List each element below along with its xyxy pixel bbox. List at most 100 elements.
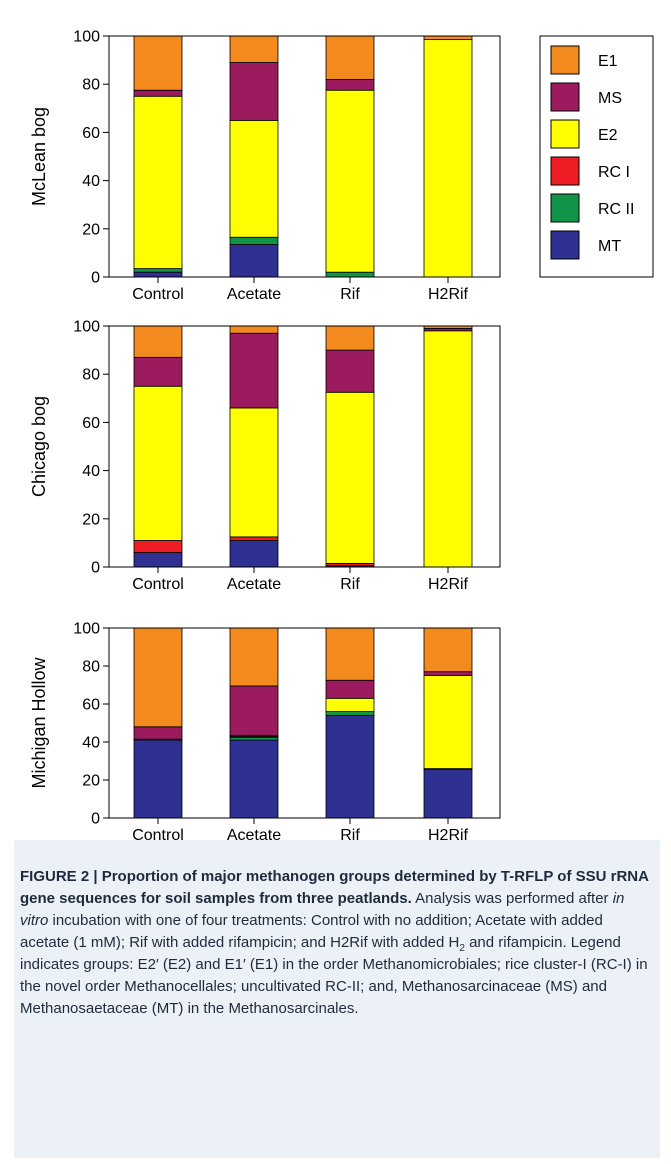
- panel3-bar-h2rif-mt: [423, 769, 473, 819]
- figure-caption: FIGURE 2 | Proportion of major methanoge…: [14, 840, 660, 1158]
- panel2-y-tick-label-0: 0: [91, 560, 100, 577]
- panel2-x-tick-label-rif: Rif: [340, 576, 360, 593]
- panel3-y-tick-label-100: 100: [73, 621, 100, 638]
- panel2-bar-rif-e1: [325, 325, 375, 351]
- panel2-bar-control-rc-i: [133, 540, 183, 553]
- panel2-bar-h2rif-e2: [423, 330, 473, 568]
- panel1-y-tick-label-60: 60: [82, 125, 100, 142]
- panel1-x-tick-label-control: Control: [132, 286, 184, 303]
- panel2-y-tick-label-100: 100: [73, 319, 100, 336]
- legend-label-rc-ii: RC II: [598, 201, 634, 218]
- legend-label-rc-i: RC I: [598, 164, 630, 181]
- legend-label-ms: MS: [598, 90, 622, 107]
- panel3-bar-rif-e1: [325, 627, 375, 681]
- legend-swatch-rc-ii: [550, 193, 580, 223]
- panel2-bar-acetate-mt: [229, 540, 279, 568]
- panel2-bar-acetate-rc-i: [229, 536, 279, 541]
- panel1-bar-h2rif-e1: [423, 35, 473, 41]
- panel1-y-tick-label-0: 0: [91, 270, 100, 287]
- panel1-bar-acetate-ms: [229, 62, 279, 121]
- legend-label-mt: MT: [598, 238, 621, 255]
- panel2-x-tick-label-control: Control: [132, 576, 184, 593]
- panel2-x-tick-label-acetate: Acetate: [227, 576, 281, 593]
- panel2-y-tick-label-80: 80: [82, 367, 100, 384]
- legend-swatch-ms: [550, 82, 580, 112]
- panel1-bar-rif-e2: [325, 89, 375, 273]
- panel3-bar-acetate-e1: [229, 627, 279, 687]
- panel1-x-tick-label-acetate: Acetate: [227, 286, 281, 303]
- panel3-bar-acetate-mt: [229, 739, 279, 819]
- panel1-bar-control-e2: [133, 95, 183, 269]
- panel2-bar-rif-e2: [325, 391, 375, 564]
- panel3-bar-rif-mt: [325, 715, 375, 819]
- panel3-x-tick-label-acetate: Acetate: [227, 827, 281, 840]
- panel2-y-axis-title: Chicago bog: [29, 396, 49, 497]
- caption-title: FIGURE 2 | Proportion of major methanoge…: [20, 868, 649, 907]
- panel1-bar-h2rif-e2: [423, 39, 473, 278]
- panel1-y-tick-label-100: 100: [73, 29, 100, 46]
- panel1-y-tick-label-40: 40: [82, 173, 100, 190]
- legend-swatch-e2: [550, 119, 580, 149]
- chart-canvas: 0 20 40 60 80 100 Control Acetate Rif H2Rif McLean…: [29, 29, 654, 840]
- caption-text-3: and rifampicin. Legend indicates groups:…: [20, 934, 648, 1017]
- panel1-y-axis-title: McLean bog: [29, 107, 49, 206]
- panel1-bar-control-ms: [133, 89, 183, 97]
- panel1-bar-rif-ms: [325, 78, 375, 91]
- panel2-plot-frame: [108, 325, 501, 568]
- panel2-y-tick-label-40: 40: [82, 463, 100, 480]
- panel1-plot-frame: [108, 35, 501, 278]
- caption-text-1: Analysis was performed after: [411, 890, 613, 907]
- panel2-bar-control-ms: [133, 356, 183, 387]
- panel3-bar-rif-ms: [325, 679, 375, 699]
- legend-label-e2: E2: [598, 127, 618, 144]
- panel1-bar-rif-e1: [325, 35, 375, 80]
- panel1-bar-acetate-rc-ii: [229, 236, 279, 245]
- caption-italic: in vitro: [20, 890, 625, 929]
- panel3-x-tick-label-h2rif: H2Rif: [428, 827, 469, 840]
- panel2-bar-rif-ms: [325, 349, 375, 393]
- panel1-bar-acetate-e1: [229, 35, 279, 63]
- caption-text-2: incubation with one of four treatments: …: [20, 912, 603, 951]
- panel2-bar-control-e2: [133, 385, 183, 541]
- legend-swatch-mt: [550, 230, 580, 260]
- panel2-bar-control-e1: [133, 325, 183, 358]
- panel1-bar-control-e1: [133, 35, 183, 91]
- panel3-y-tick-label-60: 60: [82, 697, 100, 714]
- panel1-x-tick-label-rif: Rif: [340, 286, 360, 303]
- panel1-bar-control-mt: [133, 271, 183, 278]
- caption-subscript: 2: [459, 943, 465, 954]
- panel3-x-tick-label-rif: Rif: [340, 827, 360, 840]
- panel1-bar-rif-rc-ii: [325, 271, 375, 278]
- legend-swatch-e1: [550, 45, 580, 75]
- panel3-bar-h2rif-ms: [423, 671, 473, 676]
- panel1-bar-control-rc-ii: [133, 268, 183, 273]
- panel3-y-tick-label-80: 80: [82, 659, 100, 676]
- panel3-x-tick-label-control: Control: [132, 827, 184, 840]
- panel1-bar-acetate-mt: [229, 244, 279, 278]
- panel3-bar-control-e1: [133, 627, 183, 728]
- panel3-plot-frame: [108, 627, 501, 819]
- panel3-bar-acetate-ms: [229, 685, 279, 736]
- legend-swatch-rc-i: [550, 156, 580, 186]
- panel3-y-tick-label-40: 40: [82, 735, 100, 752]
- panel3-bar-rif-e2: [325, 697, 375, 712]
- panel3-bar-control-ms: [133, 726, 183, 740]
- panel1-y-tick-label-80: 80: [82, 77, 100, 94]
- panel2-y-tick-label-60: 60: [82, 415, 100, 432]
- panel3-bar-acetate-rc-ii: [229, 736, 279, 741]
- panel2-y-tick-label-20: 20: [82, 511, 100, 528]
- panel3-bar-h2rif-e2: [423, 675, 473, 769]
- panel2-bar-control-mt: [133, 552, 183, 568]
- panel2-bar-acetate-ms: [229, 332, 279, 409]
- panel2-bar-acetate-e1: [229, 325, 279, 334]
- panel1-bar-acetate-e2: [229, 119, 279, 238]
- panel3-bar-control-mt: [133, 739, 183, 819]
- panel3-y-axis-title: Michigan Hollow: [29, 656, 49, 788]
- panel1-y-tick-label-20: 20: [82, 221, 100, 238]
- panel2-x-tick-label-h2rif: H2Rif: [428, 576, 469, 593]
- legend-label-e1: E1: [598, 53, 618, 70]
- panel1-x-tick-label-h2rif: H2Rif: [428, 286, 469, 303]
- panel3-bar-rif-rc-ii: [325, 711, 375, 716]
- panel3-y-tick-label-0: 0: [91, 811, 100, 828]
